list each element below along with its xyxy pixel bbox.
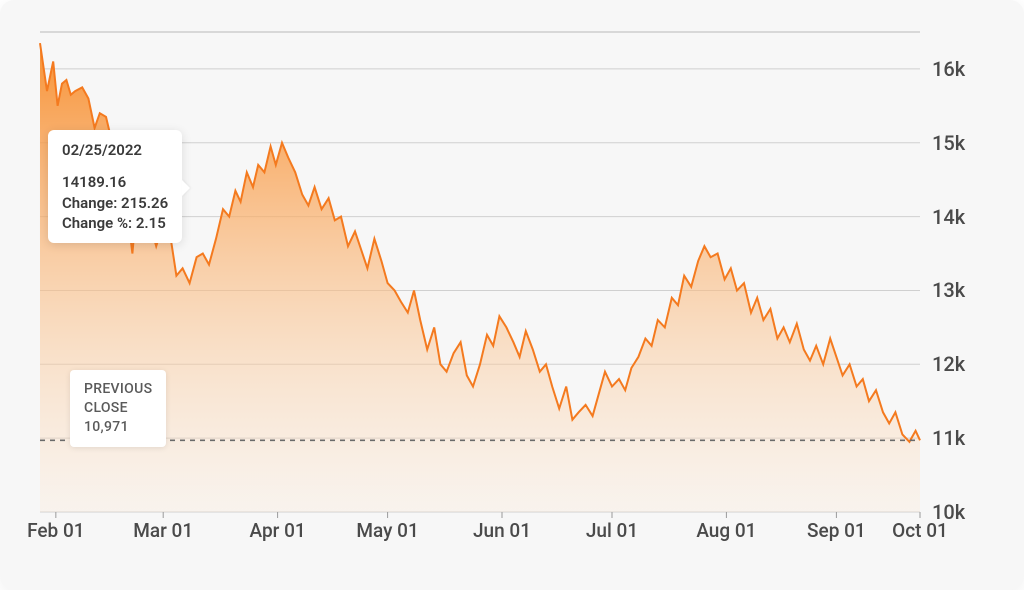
previous-close-box: PREVIOUS CLOSE 10,971 [70, 370, 166, 447]
data-tooltip: 02/25/2022 14189.16 Change: 215.26 Chang… [48, 130, 182, 243]
x-tick-marks [56, 512, 920, 518]
y-axis-label: 11k [932, 426, 992, 450]
y-axis-label: 16k [932, 57, 992, 81]
x-axis-label: Mar 01 [133, 519, 193, 542]
x-axis-label: Oct 01 [892, 519, 948, 542]
x-axis-label: Sep 01 [807, 519, 866, 542]
x-axis-label: Feb 01 [27, 519, 84, 542]
area-fill [40, 43, 920, 512]
x-axis-label: May 01 [356, 519, 418, 542]
y-axis-label: 12k [932, 352, 992, 376]
y-axis-label: 15k [932, 131, 992, 155]
x-axis-label: Aug 01 [696, 519, 756, 542]
tooltip-value: 14189.16 [62, 172, 168, 192]
previous-close-value: 10,971 [84, 418, 152, 437]
x-axis-label: Jun 01 [473, 519, 531, 542]
previous-close-label-2: CLOSE [84, 399, 152, 418]
x-axis-label: Apr 01 [250, 519, 306, 542]
y-axis-label: 14k [932, 205, 992, 229]
y-axis-label: 13k [932, 278, 992, 302]
previous-close-label-1: PREVIOUS [84, 380, 152, 399]
chart-card: 10k11k12k13k14k15k16k Feb 01Mar 01Apr 01… [0, 0, 1024, 590]
plot-area: 10k11k12k13k14k15k16k Feb 01Mar 01Apr 01… [40, 32, 920, 512]
x-axis-label: Jul 01 [586, 519, 638, 542]
tooltip-date: 02/25/2022 [62, 140, 168, 160]
tooltip-change-pct: Change %: 2.15 [62, 213, 168, 233]
tooltip-change: Change: 215.26 [62, 193, 168, 213]
chart-svg [40, 32, 920, 512]
